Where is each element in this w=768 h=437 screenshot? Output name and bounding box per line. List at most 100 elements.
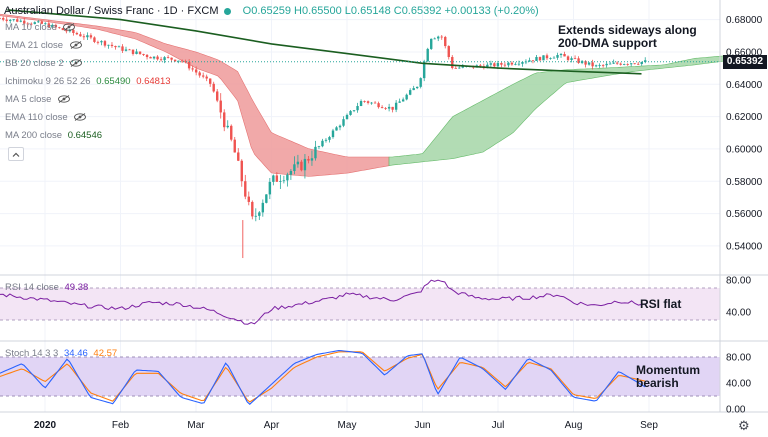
- collapse-legend-button[interactable]: [8, 147, 24, 161]
- time-tick-label: Mar: [187, 420, 205, 431]
- candle-up: [359, 101, 363, 107]
- candle-up: [415, 86, 419, 89]
- rsi-line: [0, 279, 646, 325]
- candle-up: [598, 65, 601, 66]
- candle-down: [138, 51, 142, 54]
- candle-down: [5, 19, 8, 21]
- candle-down: [366, 101, 370, 103]
- eye-hidden-icon[interactable]: [58, 95, 71, 104]
- candle-up: [261, 202, 265, 213]
- candle-up: [177, 60, 180, 62]
- candle-down: [384, 108, 387, 109]
- price-tick-label: 0.60000: [726, 144, 763, 155]
- eye-hidden-icon[interactable]: [69, 41, 82, 50]
- candle-up: [296, 161, 300, 165]
- candle-up: [608, 63, 612, 65]
- candle-down: [479, 65, 482, 67]
- legend-ma200[interactable]: MA 200 close 0.64546: [5, 130, 102, 142]
- legend-ma10-label: MA 10 close: [5, 22, 57, 33]
- candle-up: [279, 181, 282, 182]
- candle-up: [394, 102, 398, 110]
- annotation-momentum-line2: bearish: [636, 376, 679, 390]
- candle-up: [556, 55, 559, 58]
- candle-up: [412, 88, 415, 91]
- candle-up: [310, 158, 314, 161]
- candle-up: [387, 106, 391, 109]
- time-tick-label: 2020: [34, 420, 57, 431]
- candle-up: [265, 194, 268, 203]
- candle-down: [230, 125, 233, 140]
- price-tick-label: 0.68000: [726, 15, 763, 26]
- candle-down: [444, 37, 447, 47]
- candle-up: [317, 146, 321, 148]
- candle-up: [629, 63, 633, 65]
- candle-down: [573, 58, 577, 60]
- candle-up: [331, 130, 335, 138]
- candle-up: [324, 139, 328, 141]
- legend-stoch[interactable]: Stoch 14 3 3 34.46 42.57: [5, 348, 117, 360]
- ma-200-line: [7, 9, 642, 75]
- candle-up: [254, 215, 258, 217]
- candle-up: [342, 119, 345, 126]
- legend-ma5[interactable]: MA 5 close: [5, 94, 71, 106]
- time-tick-label: Jun: [414, 420, 430, 431]
- legend-ema110[interactable]: EMA 110 close: [5, 112, 87, 124]
- chart-header: Australian Dollar / Swiss Franc · 1D · F…: [4, 5, 539, 17]
- candle-up: [335, 127, 338, 131]
- candle-up: [370, 102, 373, 104]
- eye-hidden-icon[interactable]: [74, 113, 87, 122]
- price-axes[interactable]: 0.68000 0.66000 0.64000 0.62000 0.60000 0.580…: [34, 0, 763, 431]
- eye-hidden-icon[interactable]: [70, 59, 83, 68]
- legend-stoch-d: 42.57: [93, 348, 118, 359]
- candle-up: [328, 137, 331, 140]
- candle-up: [349, 111, 352, 115]
- candle-down: [2, 18, 5, 20]
- candle-down: [110, 44, 114, 46]
- candle-down: [149, 57, 152, 59]
- settings-gear-icon[interactable]: ⚙: [738, 418, 750, 433]
- candle-up: [352, 110, 356, 112]
- candle-up: [19, 20, 22, 22]
- candle-up: [100, 41, 103, 43]
- stoch-k-line: [0, 350, 646, 405]
- candle-up: [496, 63, 500, 67]
- price-tick-label: 0.62000: [726, 112, 763, 123]
- legend-ichimoku[interactable]: Ichimoku 9 26 52 26 0.65490 0.64813: [5, 76, 171, 88]
- candle-up: [37, 21, 40, 23]
- price-tick-label: 0.54000: [726, 241, 763, 252]
- candle-down: [240, 160, 243, 182]
- candle-down: [300, 161, 303, 171]
- annotation-dma-line2: 200-DMA support: [558, 36, 657, 50]
- stoch-tick-label: 80.00: [726, 353, 751, 364]
- legend-ema21[interactable]: EMA 21 close: [5, 40, 82, 52]
- candle-down: [40, 21, 43, 24]
- time-tick-label: Aug: [565, 420, 583, 431]
- candle-up: [605, 63, 608, 66]
- stoch-d-line: [0, 351, 646, 403]
- candle-down: [563, 53, 566, 57]
- price-tick-label: 0.64000: [726, 80, 763, 91]
- legend-rsi[interactable]: RSI 14 close 49.38: [5, 282, 88, 294]
- price-candles: [0, 16, 647, 259]
- candle-down: [615, 62, 619, 64]
- legend-rsi-value: 49.38: [64, 282, 89, 293]
- candle-up: [430, 38, 433, 49]
- candle-down: [156, 56, 159, 60]
- candle-down: [219, 100, 222, 113]
- candle-down: [47, 23, 51, 28]
- legend-bb20[interactable]: BB 20 close 2: [5, 58, 83, 70]
- candle-up: [33, 22, 36, 24]
- candle-down: [184, 61, 187, 63]
- legend-ma10[interactable]: MA 10 close: [5, 22, 76, 34]
- candle-up: [268, 181, 272, 195]
- candle-up: [293, 164, 296, 171]
- candle-down: [440, 36, 443, 38]
- candle-up: [486, 64, 489, 69]
- annotation-dma: Extends sideways along 200-DMA support: [558, 24, 697, 50]
- candle-up: [437, 36, 440, 39]
- price-tick-label: 0.66000: [726, 47, 763, 58]
- candle-down: [237, 152, 240, 161]
- eye-hidden-icon[interactable]: [63, 23, 76, 32]
- last-price-tag: 0.65392: [723, 54, 767, 69]
